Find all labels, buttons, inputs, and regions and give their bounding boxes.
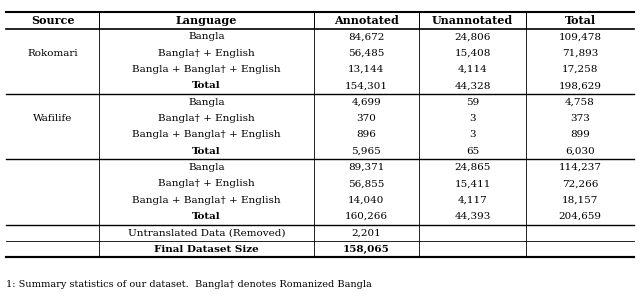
Text: 4,117: 4,117 [458,196,488,205]
Text: Wafilife: Wafilife [33,114,72,123]
Text: 160,266: 160,266 [345,212,388,221]
Text: Total: Total [192,212,221,221]
Text: 5,965: 5,965 [351,147,381,156]
Text: 44,328: 44,328 [454,81,491,90]
Text: Bangla† + English: Bangla† + English [158,179,255,188]
Text: 71,893: 71,893 [562,49,598,58]
Text: 4,114: 4,114 [458,65,488,74]
Text: Bangla† + English: Bangla† + English [158,114,255,123]
Text: 114,237: 114,237 [559,163,602,172]
Text: 370: 370 [356,114,376,123]
Text: Language: Language [176,15,237,26]
Text: Bangla: Bangla [188,98,225,107]
Text: 4,758: 4,758 [565,98,595,107]
Text: 109,478: 109,478 [559,32,602,41]
Text: Bangla: Bangla [188,32,225,41]
Text: 44,393: 44,393 [454,212,491,221]
Text: 154,301: 154,301 [345,81,388,90]
Text: Total: Total [192,81,221,90]
Text: 899: 899 [570,130,590,139]
Text: 3: 3 [469,114,476,123]
Text: 6,030: 6,030 [565,147,595,156]
Text: 24,806: 24,806 [454,32,491,41]
Text: 2,201: 2,201 [351,228,381,237]
Text: 84,672: 84,672 [348,32,385,41]
Text: 198,629: 198,629 [559,81,602,90]
Text: Bangla† + English: Bangla† + English [158,49,255,58]
Text: Source: Source [31,15,75,26]
Text: Bangla + Bangla† + English: Bangla + Bangla† + English [132,196,281,205]
Text: Total: Total [564,15,596,26]
Text: 15,408: 15,408 [454,49,491,58]
Text: Rokomari: Rokomari [28,49,78,58]
Text: 89,371: 89,371 [348,163,385,172]
Text: 3: 3 [469,130,476,139]
Text: Total: Total [192,147,221,156]
Text: Bangla: Bangla [188,163,225,172]
Text: 158,065: 158,065 [343,245,390,253]
Text: 59: 59 [466,98,479,107]
Text: 896: 896 [356,130,376,139]
Text: Bangla + Bangla† + English: Bangla + Bangla† + English [132,65,281,74]
Text: 72,266: 72,266 [562,179,598,188]
Text: Untranslated Data (Removed): Untranslated Data (Removed) [128,228,285,237]
Text: 65: 65 [466,147,479,156]
Text: 14,040: 14,040 [348,196,385,205]
Text: 4,699: 4,699 [351,98,381,107]
Text: 56,485: 56,485 [348,49,385,58]
Text: 1: Summary statistics of our dataset.  Bangla† denotes Romanized Bangla: 1: Summary statistics of our dataset. Ba… [6,280,372,289]
Text: 13,144: 13,144 [348,65,385,74]
Text: 18,157: 18,157 [562,196,598,205]
Text: Unannotated: Unannotated [432,15,513,26]
Text: 373: 373 [570,114,590,123]
Text: 15,411: 15,411 [454,179,491,188]
Text: 17,258: 17,258 [562,65,598,74]
Text: Annotated: Annotated [334,15,399,26]
Text: Bangla + Bangla† + English: Bangla + Bangla† + English [132,130,281,139]
Text: Final Dataset Size: Final Dataset Size [154,245,259,253]
Text: 24,865: 24,865 [454,163,491,172]
Text: 204,659: 204,659 [559,212,602,221]
Text: 56,855: 56,855 [348,179,385,188]
